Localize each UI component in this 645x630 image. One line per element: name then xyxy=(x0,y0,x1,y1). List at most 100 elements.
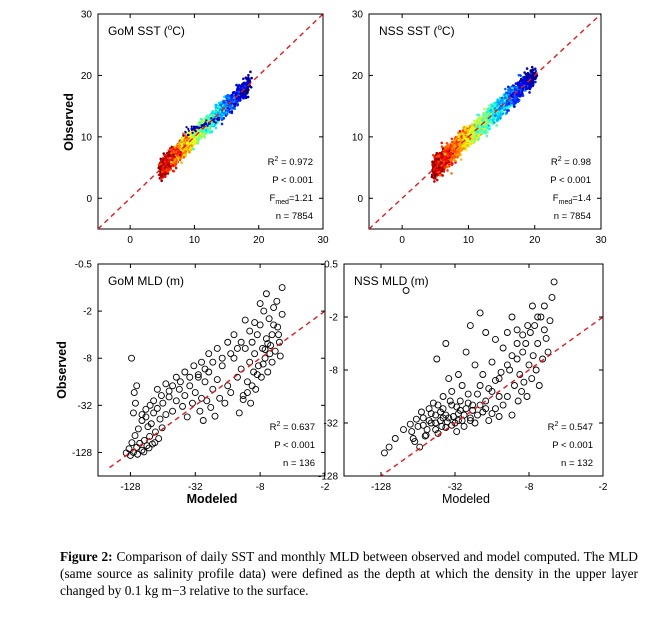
x-tick-label: 20 xyxy=(253,235,265,246)
data-point xyxy=(463,128,467,132)
stat-p: P < 0.001 xyxy=(272,175,313,186)
data-point xyxy=(226,106,229,110)
data-point xyxy=(199,129,203,133)
data-point xyxy=(247,78,251,81)
data-point xyxy=(201,124,204,127)
data-point xyxy=(180,145,184,148)
plot-area xyxy=(98,14,323,229)
data-point xyxy=(219,101,223,104)
data-point xyxy=(440,145,444,149)
data-point xyxy=(177,146,180,149)
data-point xyxy=(211,123,214,126)
data-point xyxy=(162,169,166,172)
data-point xyxy=(240,86,244,90)
data-point xyxy=(488,104,491,108)
data-point xyxy=(227,99,231,103)
data-point xyxy=(157,163,161,167)
data-point xyxy=(214,126,218,130)
data-point xyxy=(180,142,184,146)
stat-n: n = 7854 xyxy=(276,211,313,222)
data-point xyxy=(452,140,456,143)
data-point xyxy=(165,158,169,161)
data-point xyxy=(182,134,185,137)
data-point xyxy=(185,141,189,145)
data-point xyxy=(222,116,226,120)
data-point xyxy=(486,112,490,116)
data-point xyxy=(433,180,436,183)
data-point xyxy=(205,119,208,122)
data-point xyxy=(249,85,253,89)
data-point xyxy=(173,158,177,162)
data-point xyxy=(202,131,206,135)
data-point xyxy=(160,167,164,170)
data-point xyxy=(463,125,466,129)
data-point xyxy=(458,129,462,133)
stat-f: Fmed=1.21 xyxy=(270,193,313,206)
data-point xyxy=(241,82,245,85)
data-point xyxy=(185,126,188,129)
data-point xyxy=(488,127,491,131)
plot-area xyxy=(369,14,601,229)
data-point xyxy=(511,99,515,102)
data-point xyxy=(176,157,180,160)
data-point xyxy=(487,110,490,113)
data-point xyxy=(159,157,163,161)
data-point xyxy=(191,131,194,134)
data-point xyxy=(208,131,212,134)
data-point xyxy=(507,105,511,108)
data-point xyxy=(184,130,187,133)
data-point xyxy=(226,94,230,98)
data-point xyxy=(477,119,481,122)
data-point xyxy=(216,108,220,112)
data-point xyxy=(533,67,537,71)
data-point xyxy=(466,130,470,134)
data-point xyxy=(493,106,496,110)
data-point xyxy=(244,76,248,79)
data-point xyxy=(244,96,248,100)
data-point xyxy=(466,125,470,128)
data-point xyxy=(170,149,174,153)
data-point xyxy=(169,160,173,164)
data-point xyxy=(454,161,457,164)
data-point xyxy=(174,164,177,168)
data-point xyxy=(440,168,444,172)
data-point xyxy=(496,98,500,101)
data-point xyxy=(187,137,191,140)
data-point xyxy=(528,91,531,94)
data-point xyxy=(190,135,194,139)
data-point xyxy=(190,125,193,128)
data-point xyxy=(204,116,208,120)
data-point xyxy=(214,105,218,109)
data-point xyxy=(222,101,226,104)
data-point xyxy=(192,147,195,151)
data-point xyxy=(205,123,208,126)
data-point xyxy=(431,153,435,157)
data-point xyxy=(212,118,215,121)
data-point xyxy=(430,175,434,179)
data-point xyxy=(246,80,250,83)
data-point xyxy=(174,166,178,170)
data-point xyxy=(184,146,188,150)
data-point xyxy=(508,86,512,90)
x-tick-label: 0 xyxy=(127,235,133,246)
data-point xyxy=(513,105,516,108)
data-point xyxy=(505,105,508,109)
data-point xyxy=(168,154,172,157)
data-point xyxy=(199,132,202,135)
data-point xyxy=(506,96,509,99)
data-point xyxy=(204,121,207,124)
data-point xyxy=(220,114,224,118)
data-point xyxy=(217,101,221,105)
data-point xyxy=(220,122,224,126)
data-point xyxy=(450,172,453,175)
data-point xyxy=(207,116,211,120)
data-point xyxy=(193,138,197,141)
data-point xyxy=(160,179,163,183)
data-point xyxy=(183,134,187,137)
data-point xyxy=(445,141,449,145)
data-point xyxy=(237,88,240,91)
data-point xyxy=(534,69,538,73)
data-point xyxy=(526,71,530,75)
